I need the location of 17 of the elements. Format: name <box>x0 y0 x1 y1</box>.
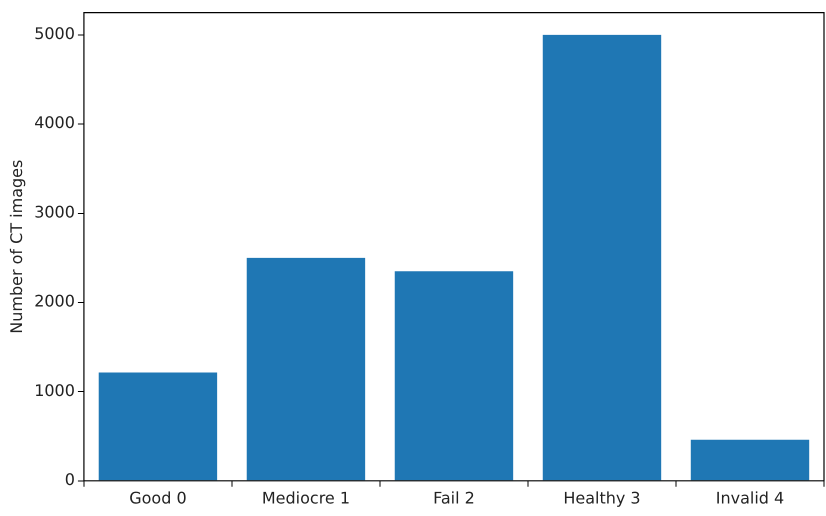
y-tick-label: 5000 <box>34 24 75 44</box>
x-tick-label: Invalid 4 <box>716 488 784 508</box>
y-tick-label: 2000 <box>34 292 75 311</box>
y-tick-label: 0 <box>64 470 75 489</box>
x-tick-label: Healthy 3 <box>563 488 641 508</box>
y-tick-label: 3000 <box>34 202 75 222</box>
x-tick-label: Mediocre 1 <box>262 488 350 508</box>
x-tick-label: Fail 2 <box>433 488 475 508</box>
y-tick-label: 1000 <box>34 380 75 400</box>
bar <box>542 34 662 480</box>
bar <box>98 372 218 480</box>
bar <box>690 440 810 480</box>
bar <box>246 258 366 480</box>
bar <box>394 271 514 480</box>
y-axis-title: Number of CT images <box>6 160 26 334</box>
x-tick-label: Good 0 <box>129 488 187 508</box>
y-tick-label: 4000 <box>34 113 75 132</box>
